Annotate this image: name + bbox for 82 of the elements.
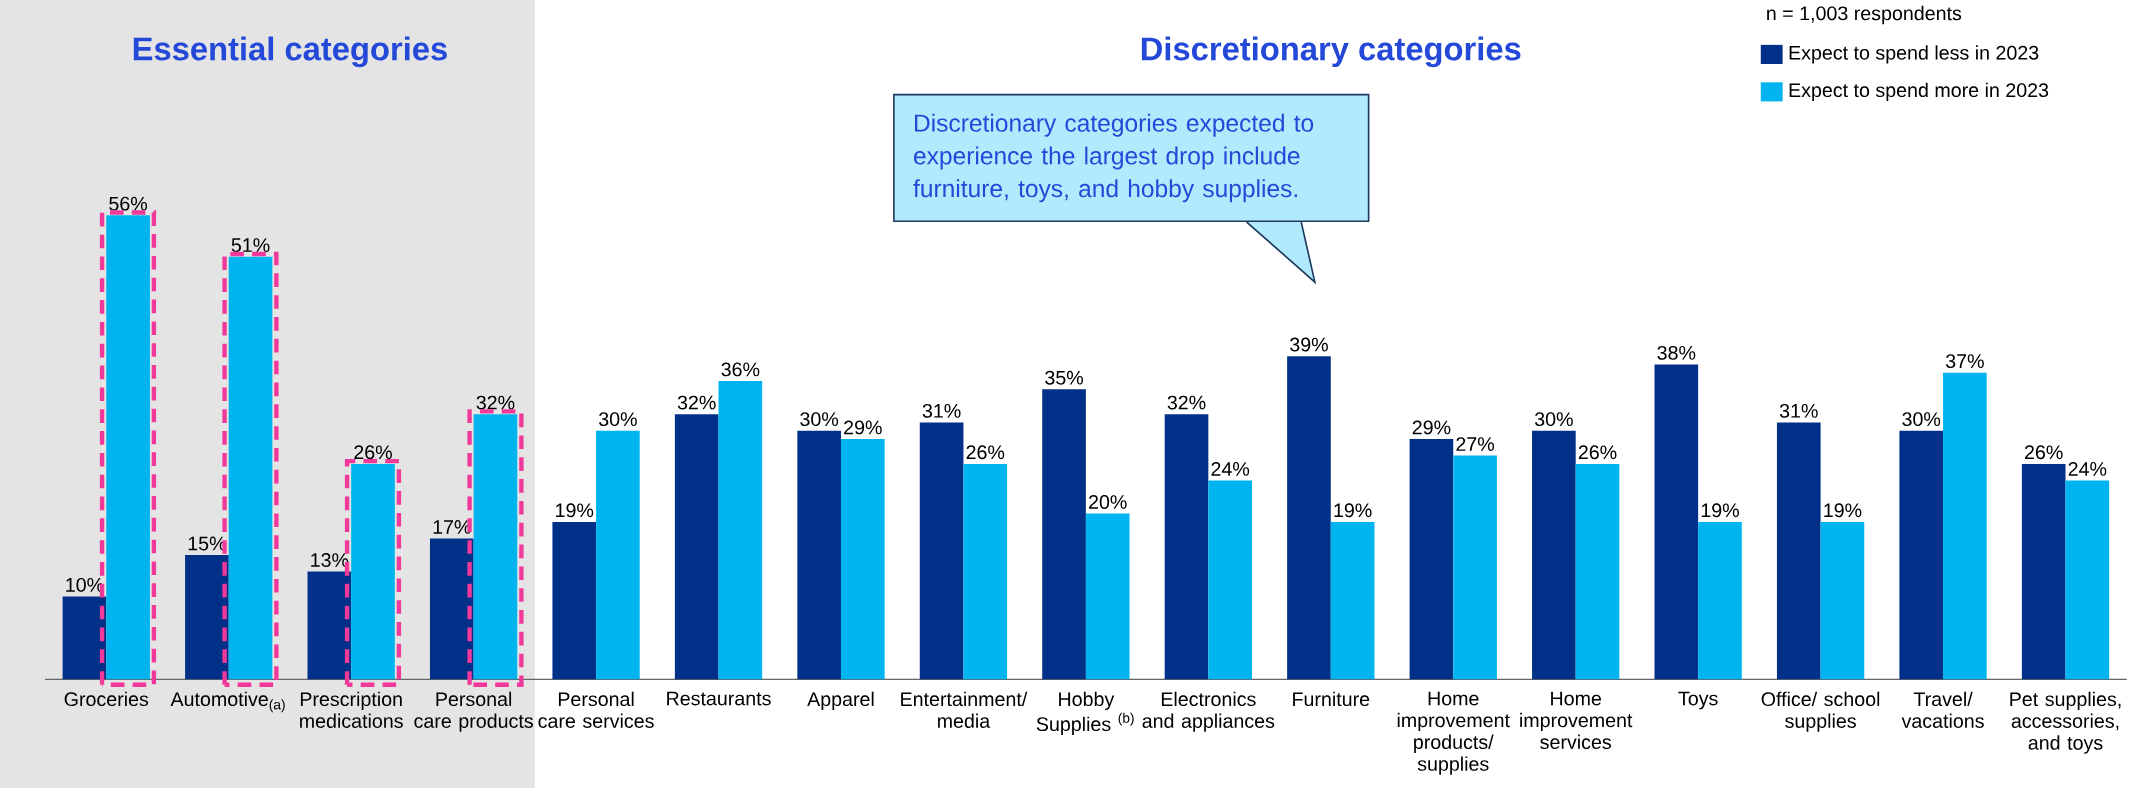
bar xyxy=(1287,355,1331,680)
bar xyxy=(1453,455,1497,680)
x-tick-label: Furniture xyxy=(1293,691,1370,706)
bar xyxy=(2065,480,2110,680)
data-label: 26% xyxy=(2025,445,2063,459)
data-label: 51% xyxy=(231,238,270,252)
data-label: 31% xyxy=(922,403,961,418)
bar xyxy=(1330,521,1375,680)
bar xyxy=(1409,438,1454,680)
bar xyxy=(1698,521,1742,680)
text: Discretionary categories expected to experience the largest drop include furniture, toys, and hobby supplies. xyxy=(913,113,1314,202)
data-label: 36% xyxy=(721,362,760,377)
data-label: 31% xyxy=(1779,403,1818,418)
x-tick-label: Personal care products xyxy=(414,691,533,732)
data-label: 30% xyxy=(1534,411,1573,426)
bar xyxy=(552,521,597,680)
band-label: Essential categories xyxy=(133,36,447,67)
bar xyxy=(797,430,841,680)
data-label: 32% xyxy=(677,395,716,410)
data-label: 19% xyxy=(556,503,594,517)
bar xyxy=(1208,480,1252,680)
data-label: 30% xyxy=(598,411,637,426)
bar xyxy=(1085,513,1130,680)
bar xyxy=(62,596,107,680)
x-tick-label: Automotive$_{(a)}$ xyxy=(170,691,285,712)
data-label: 30% xyxy=(800,411,839,426)
data-label: 30% xyxy=(1902,411,1941,426)
legend-label: Expect to spend more in 2023 xyxy=(1789,82,2049,101)
bar xyxy=(596,430,640,680)
data-label: 26% xyxy=(1578,445,1617,459)
data-label: 27% xyxy=(1456,436,1495,451)
data-label: 39% xyxy=(1290,337,1328,352)
legend-label: Expect to spend less in 2023 xyxy=(1789,45,2039,64)
x-tick-label: Groceries xyxy=(64,691,149,706)
x-tick-label: Electronics and appliances xyxy=(1142,691,1275,732)
data-label: 56% xyxy=(109,196,148,211)
x-tick-label: Travel/ vacations xyxy=(1901,691,1984,728)
data-label: 13% xyxy=(311,552,349,567)
bar xyxy=(1575,463,1620,680)
bar xyxy=(718,380,763,680)
bar xyxy=(185,554,229,680)
text: Discretionary categories xyxy=(1141,36,1521,67)
bar xyxy=(1899,430,1944,680)
bar xyxy=(1042,389,1086,680)
data-label: 26% xyxy=(966,445,1005,459)
data-label: 29% xyxy=(844,420,882,435)
data-label: 35% xyxy=(1045,370,1084,385)
bar xyxy=(1820,521,1865,680)
data-label: 38% xyxy=(1657,345,1696,360)
x-tick-label: Toys xyxy=(1678,691,1718,710)
x-tick-label: Apparel xyxy=(807,691,874,710)
data-label: 26% xyxy=(354,445,392,459)
x-tick-label: Prescription medications xyxy=(300,691,403,728)
bar xyxy=(674,413,719,680)
bar xyxy=(840,438,885,680)
x-tick-label: Restaurants xyxy=(667,691,771,706)
data-label: 19% xyxy=(1824,503,1862,517)
data-label: 24% xyxy=(2068,461,2107,476)
bar xyxy=(919,422,964,680)
bar xyxy=(963,463,1008,680)
x-tick-label: Office/ school supplies xyxy=(1761,691,1880,732)
bar xyxy=(1532,430,1576,680)
data-label: 20% xyxy=(1089,494,1127,509)
bar xyxy=(2021,463,2066,680)
bar xyxy=(1164,413,1209,680)
x-tick-label: Home improvement services xyxy=(1520,691,1633,749)
data-label: 32% xyxy=(476,395,515,410)
x-tick-label: Entertainment/ media xyxy=(901,691,1028,728)
data-label: 37% xyxy=(1945,353,1984,368)
bar xyxy=(1776,422,1821,680)
bar xyxy=(1943,372,1987,680)
data-label: 24% xyxy=(1211,461,1250,476)
x-tick-label: Home improvement products/ supplies xyxy=(1397,691,1510,775)
data-label: 32% xyxy=(1167,395,1206,410)
data-label: 29% xyxy=(1412,420,1451,435)
data-label: 19% xyxy=(1334,503,1372,517)
x-tick-label: Pet supplies, accessories, and toys xyxy=(2010,691,2121,754)
bar xyxy=(1654,364,1699,680)
x-tick-label: Personal care services xyxy=(538,691,654,728)
data-label: 19% xyxy=(1701,503,1739,517)
x-tick-label: Hobby Supplies $^{(b)}$ xyxy=(1036,691,1134,735)
legend-title: n = 1,003 respondents xyxy=(1767,5,1962,24)
